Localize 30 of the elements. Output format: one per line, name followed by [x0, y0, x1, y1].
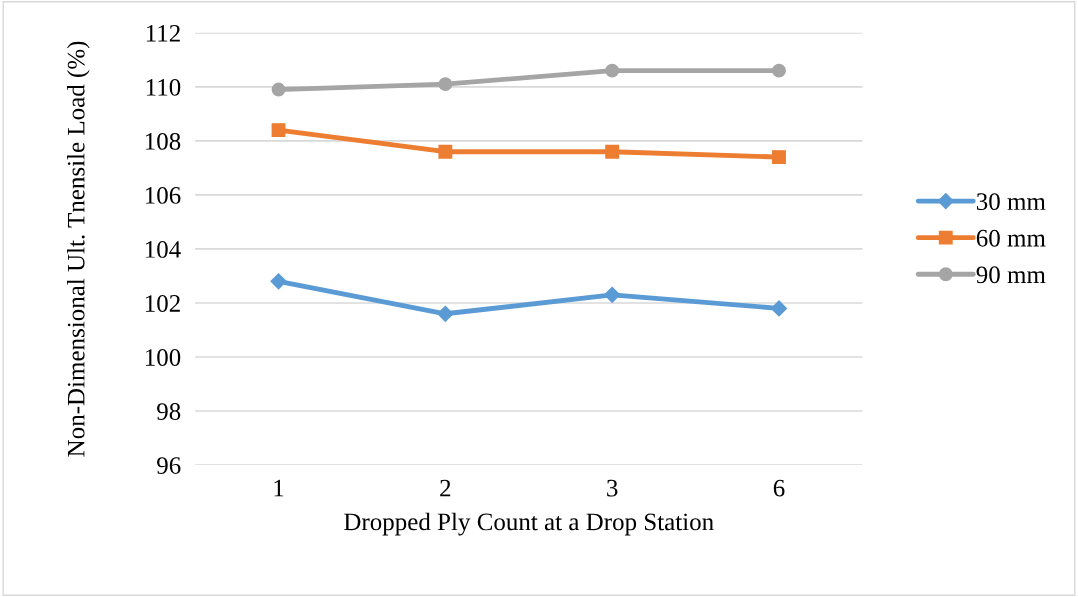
point	[271, 123, 286, 138]
point	[770, 300, 788, 317]
y-tick-label: 98	[157, 403, 181, 420]
point	[271, 82, 286, 97]
x-axis-title: Dropped Ply Count at a Drop Station	[344, 512, 714, 536]
legend-label: 30 mm	[976, 193, 1046, 211]
x-tick-label: 3	[607, 479, 618, 497]
y-tick-label: 104	[145, 241, 181, 258]
y-tick-label: 110	[146, 78, 181, 96]
y-tick-label: 100	[145, 349, 181, 366]
y-tick-label: 106	[145, 186, 181, 204]
x-tick-label: 1	[274, 479, 284, 497]
y-tick-label: 102	[145, 295, 180, 312]
point	[270, 273, 287, 290]
y-tick-label: 112	[146, 24, 180, 42]
legend-label: 60 mm	[976, 229, 1046, 247]
x-tick-label: 2	[440, 479, 451, 497]
point	[605, 144, 620, 159]
point	[772, 63, 786, 78]
point	[438, 144, 453, 159]
point	[772, 150, 786, 165]
point	[605, 63, 620, 78]
y-axis-title: Non-Dimensional Ult. Tnensile Load (%)	[67, 41, 90, 457]
y-tick-label: 96	[157, 457, 181, 474]
point	[604, 286, 621, 303]
legend-label: 90 mm	[976, 266, 1046, 284]
point	[437, 305, 454, 322]
point	[438, 77, 453, 92]
x-tick-label: 6	[773, 479, 785, 497]
y-tick-label: 108	[145, 132, 181, 150]
